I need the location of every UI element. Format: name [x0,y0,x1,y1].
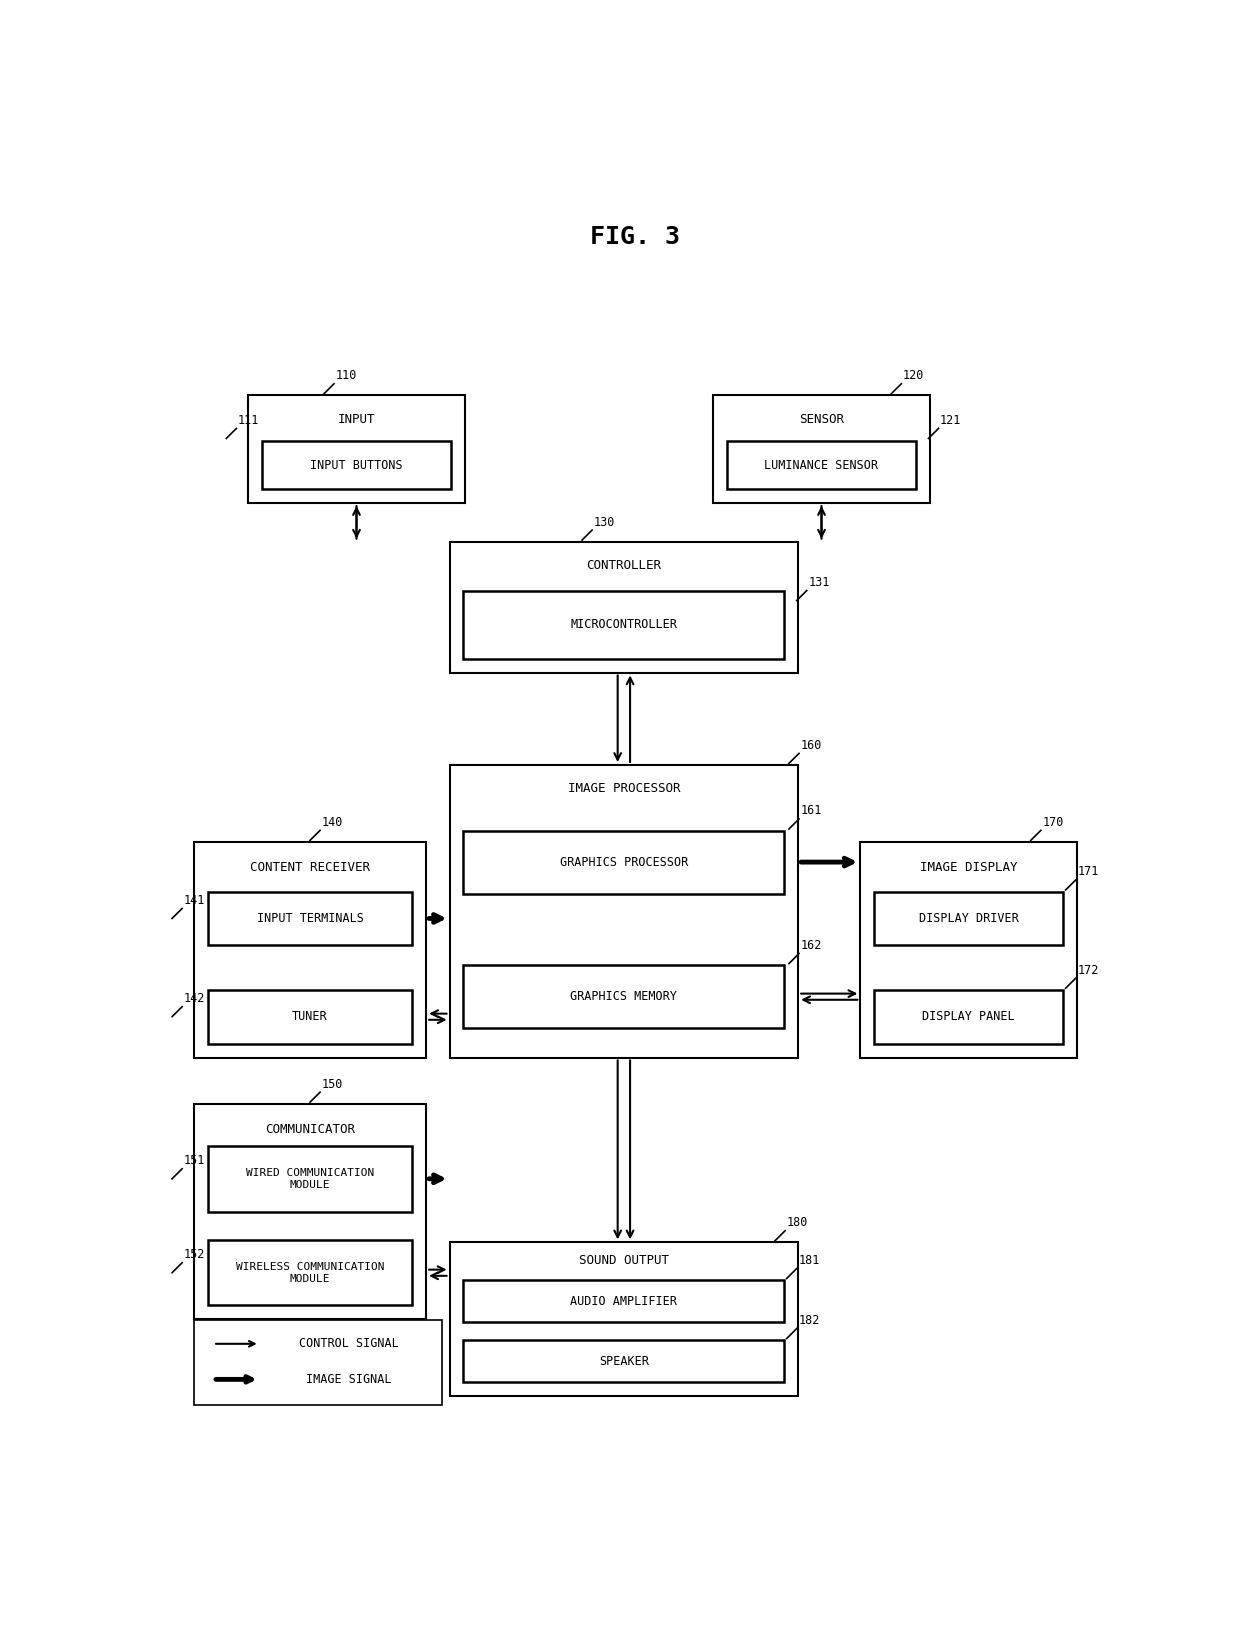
Text: COMMUNICATOR: COMMUNICATOR [265,1124,355,1137]
Text: 140: 140 [321,816,343,829]
Bar [207,891,413,945]
Text: SOUND OUTPUT: SOUND OUTPUT [579,1254,668,1267]
Bar [449,764,799,1057]
Bar [727,441,916,489]
Text: IMAGE DISPLAY: IMAGE DISPLAY [920,862,1018,875]
Text: 160: 160 [801,738,822,751]
Text: 172: 172 [1078,964,1099,977]
Bar [464,1280,784,1322]
Text: SENSOR: SENSOR [799,413,844,426]
Text: INPUT BUTTONS: INPUT BUTTONS [310,459,403,472]
Text: IMAGE SIGNAL: IMAGE SIGNAL [306,1372,392,1385]
Bar [874,891,1063,945]
Text: 142: 142 [184,992,205,1005]
Text: LUMINANCE SENSOR: LUMINANCE SENSOR [765,459,878,472]
Text: INPUT TERMINALS: INPUT TERMINALS [257,912,363,925]
Bar [207,990,413,1044]
Text: GRAPHICS MEMORY: GRAPHICS MEMORY [570,990,677,1003]
Text: 130: 130 [594,515,615,528]
Text: 152: 152 [184,1249,205,1262]
Bar [248,395,465,502]
Bar [464,1340,784,1382]
Bar [464,966,784,1028]
Bar [861,842,1078,1057]
Text: TUNER: TUNER [293,1010,327,1023]
Text: 161: 161 [801,805,822,818]
Bar [449,1242,799,1397]
Text: CONTROLLER: CONTROLLER [587,559,661,572]
Text: 150: 150 [321,1078,343,1091]
Text: INPUT: INPUT [337,413,376,426]
Text: 181: 181 [799,1254,820,1267]
Text: GRAPHICS PROCESSOR: GRAPHICS PROCESSOR [559,855,688,868]
Text: 162: 162 [801,940,822,953]
Text: DISPLAY DRIVER: DISPLAY DRIVER [919,912,1018,925]
Bar [193,1320,441,1405]
Text: 141: 141 [184,894,205,907]
Text: WIRELESS COMMUNICATION
MODULE: WIRELESS COMMUNICATION MODULE [236,1262,384,1283]
Text: FIG. 3: FIG. 3 [590,226,681,249]
Text: AUDIO AMPLIFIER: AUDIO AMPLIFIER [570,1294,677,1307]
Text: 151: 151 [184,1154,205,1167]
Bar [207,1241,413,1306]
Bar [193,842,427,1057]
Text: IMAGE PROCESSOR: IMAGE PROCESSOR [568,782,680,795]
Text: CONTENT RECEIVER: CONTENT RECEIVER [250,862,370,875]
Bar [464,590,784,659]
Text: WIRED COMMUNICATION
MODULE: WIRED COMMUNICATION MODULE [246,1167,374,1190]
Bar [449,541,799,673]
Text: 180: 180 [786,1216,808,1229]
Bar [713,395,930,502]
Bar [464,831,784,894]
Text: 171: 171 [1078,865,1099,878]
Text: DISPLAY PANEL: DISPLAY PANEL [923,1010,1016,1023]
Text: 120: 120 [903,369,924,382]
Text: 121: 121 [940,415,961,428]
Bar [874,990,1063,1044]
Text: MICROCONTROLLER: MICROCONTROLLER [570,618,677,631]
Bar [207,1146,413,1211]
Bar [262,441,451,489]
Text: 170: 170 [1043,816,1064,829]
Text: SPEAKER: SPEAKER [599,1354,649,1367]
Bar [193,1104,427,1319]
Text: 111: 111 [238,415,259,428]
Text: 131: 131 [808,576,830,589]
Text: 110: 110 [336,369,357,382]
Text: 182: 182 [799,1314,820,1327]
Text: CONTROL SIGNAL: CONTROL SIGNAL [299,1337,398,1350]
